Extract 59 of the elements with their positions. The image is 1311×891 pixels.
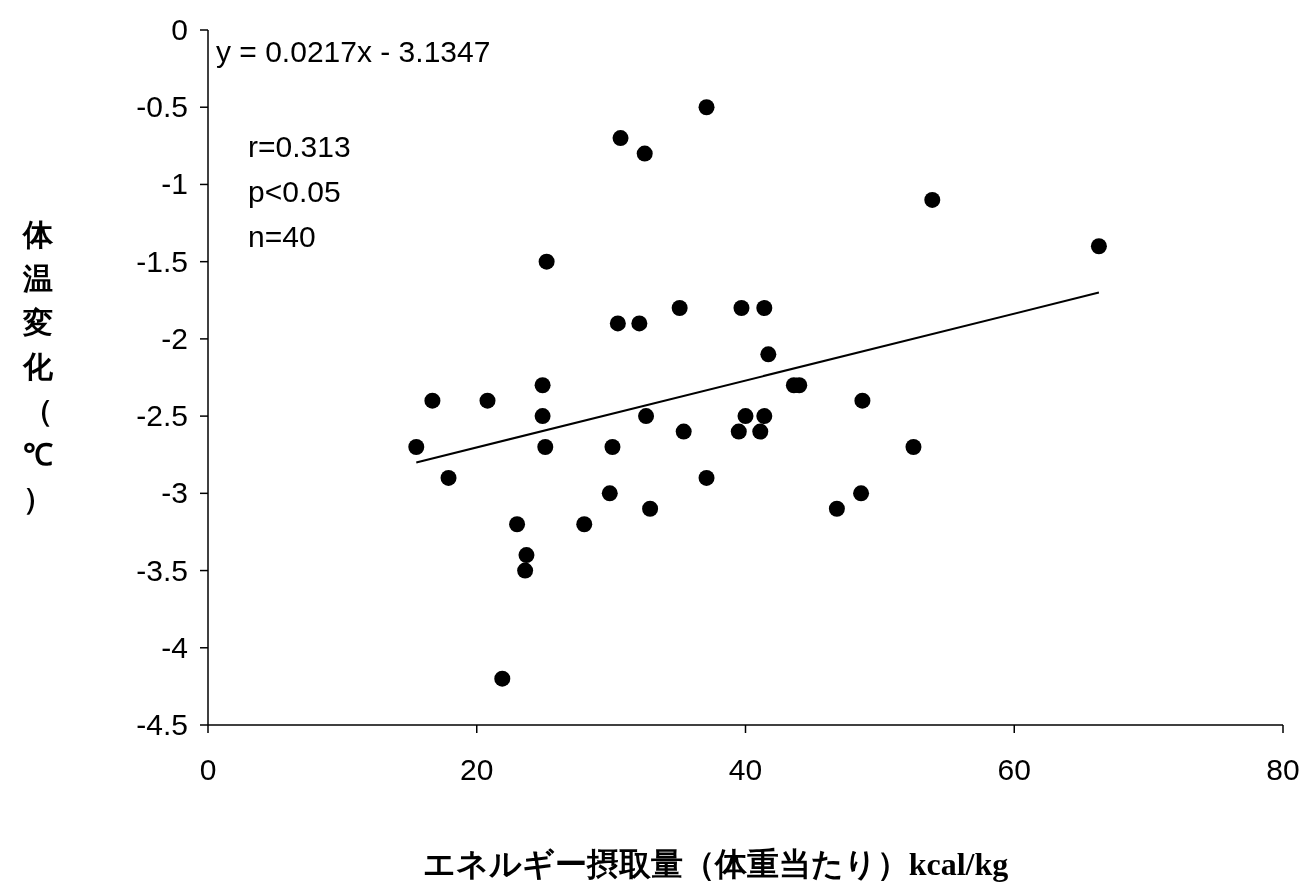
- point: [828, 500, 845, 517]
- y-tick-label: -1: [161, 167, 188, 201]
- y-tick-label: -4: [161, 630, 188, 664]
- point: [756, 300, 773, 316]
- point: [537, 439, 554, 455]
- point: [854, 392, 871, 409]
- x-axis-title: エネルギー摂取量（体重当たり）kcal/kg: [422, 846, 1009, 882]
- point: [642, 500, 659, 517]
- annotation: n=40: [248, 220, 316, 253]
- point: [698, 469, 715, 486]
- point: [752, 423, 769, 440]
- point: [631, 315, 648, 332]
- point: [760, 346, 777, 363]
- x-tick-label: 0: [199, 753, 217, 786]
- point: [576, 516, 593, 533]
- y-tick-label: -4.5: [136, 708, 188, 741]
- x-tick-label: 20: [460, 753, 494, 786]
- point: [538, 253, 555, 270]
- point: [737, 408, 754, 425]
- point: [905, 439, 922, 455]
- annotation: r=0.313: [248, 130, 351, 163]
- point: [733, 300, 750, 316]
- y-tick-label: 0: [171, 13, 188, 46]
- point: [534, 377, 551, 394]
- point: [638, 408, 655, 425]
- y-tick-label: -1.5: [136, 244, 188, 278]
- point: [853, 485, 870, 502]
- point: [604, 439, 621, 455]
- y-tick-label: -3.5: [136, 553, 188, 587]
- x-tick-label: 80: [1266, 753, 1300, 786]
- point: [509, 516, 526, 533]
- point: [494, 670, 511, 687]
- point: [440, 469, 457, 486]
- x-tick-label: 40: [728, 753, 763, 786]
- y-tick-label: -2.5: [136, 399, 188, 433]
- y-tick-label: -2: [161, 321, 188, 355]
- point: [756, 408, 773, 425]
- point: [534, 408, 551, 425]
- point: [1090, 238, 1107, 255]
- point: [636, 145, 653, 162]
- y-tick-label: -0.5: [136, 90, 188, 124]
- point: [408, 439, 425, 455]
- x-tick-label: 60: [997, 753, 1031, 786]
- point: [730, 423, 747, 440]
- point: [675, 423, 692, 440]
- point: [518, 547, 535, 564]
- point: [671, 300, 688, 316]
- y-tick-label: -3: [161, 476, 188, 510]
- point: [924, 191, 941, 208]
- point: [517, 562, 534, 579]
- annotation: y = 0.0217x - 3.1347: [216, 35, 491, 68]
- point: [612, 130, 629, 147]
- annotation: p<0.05: [248, 175, 341, 208]
- point: [698, 99, 715, 116]
- point: [601, 485, 618, 502]
- point: [609, 315, 626, 332]
- point: [479, 392, 496, 409]
- y-axis-title: 体温変化（℃）: [22, 218, 54, 515]
- point: [424, 392, 441, 409]
